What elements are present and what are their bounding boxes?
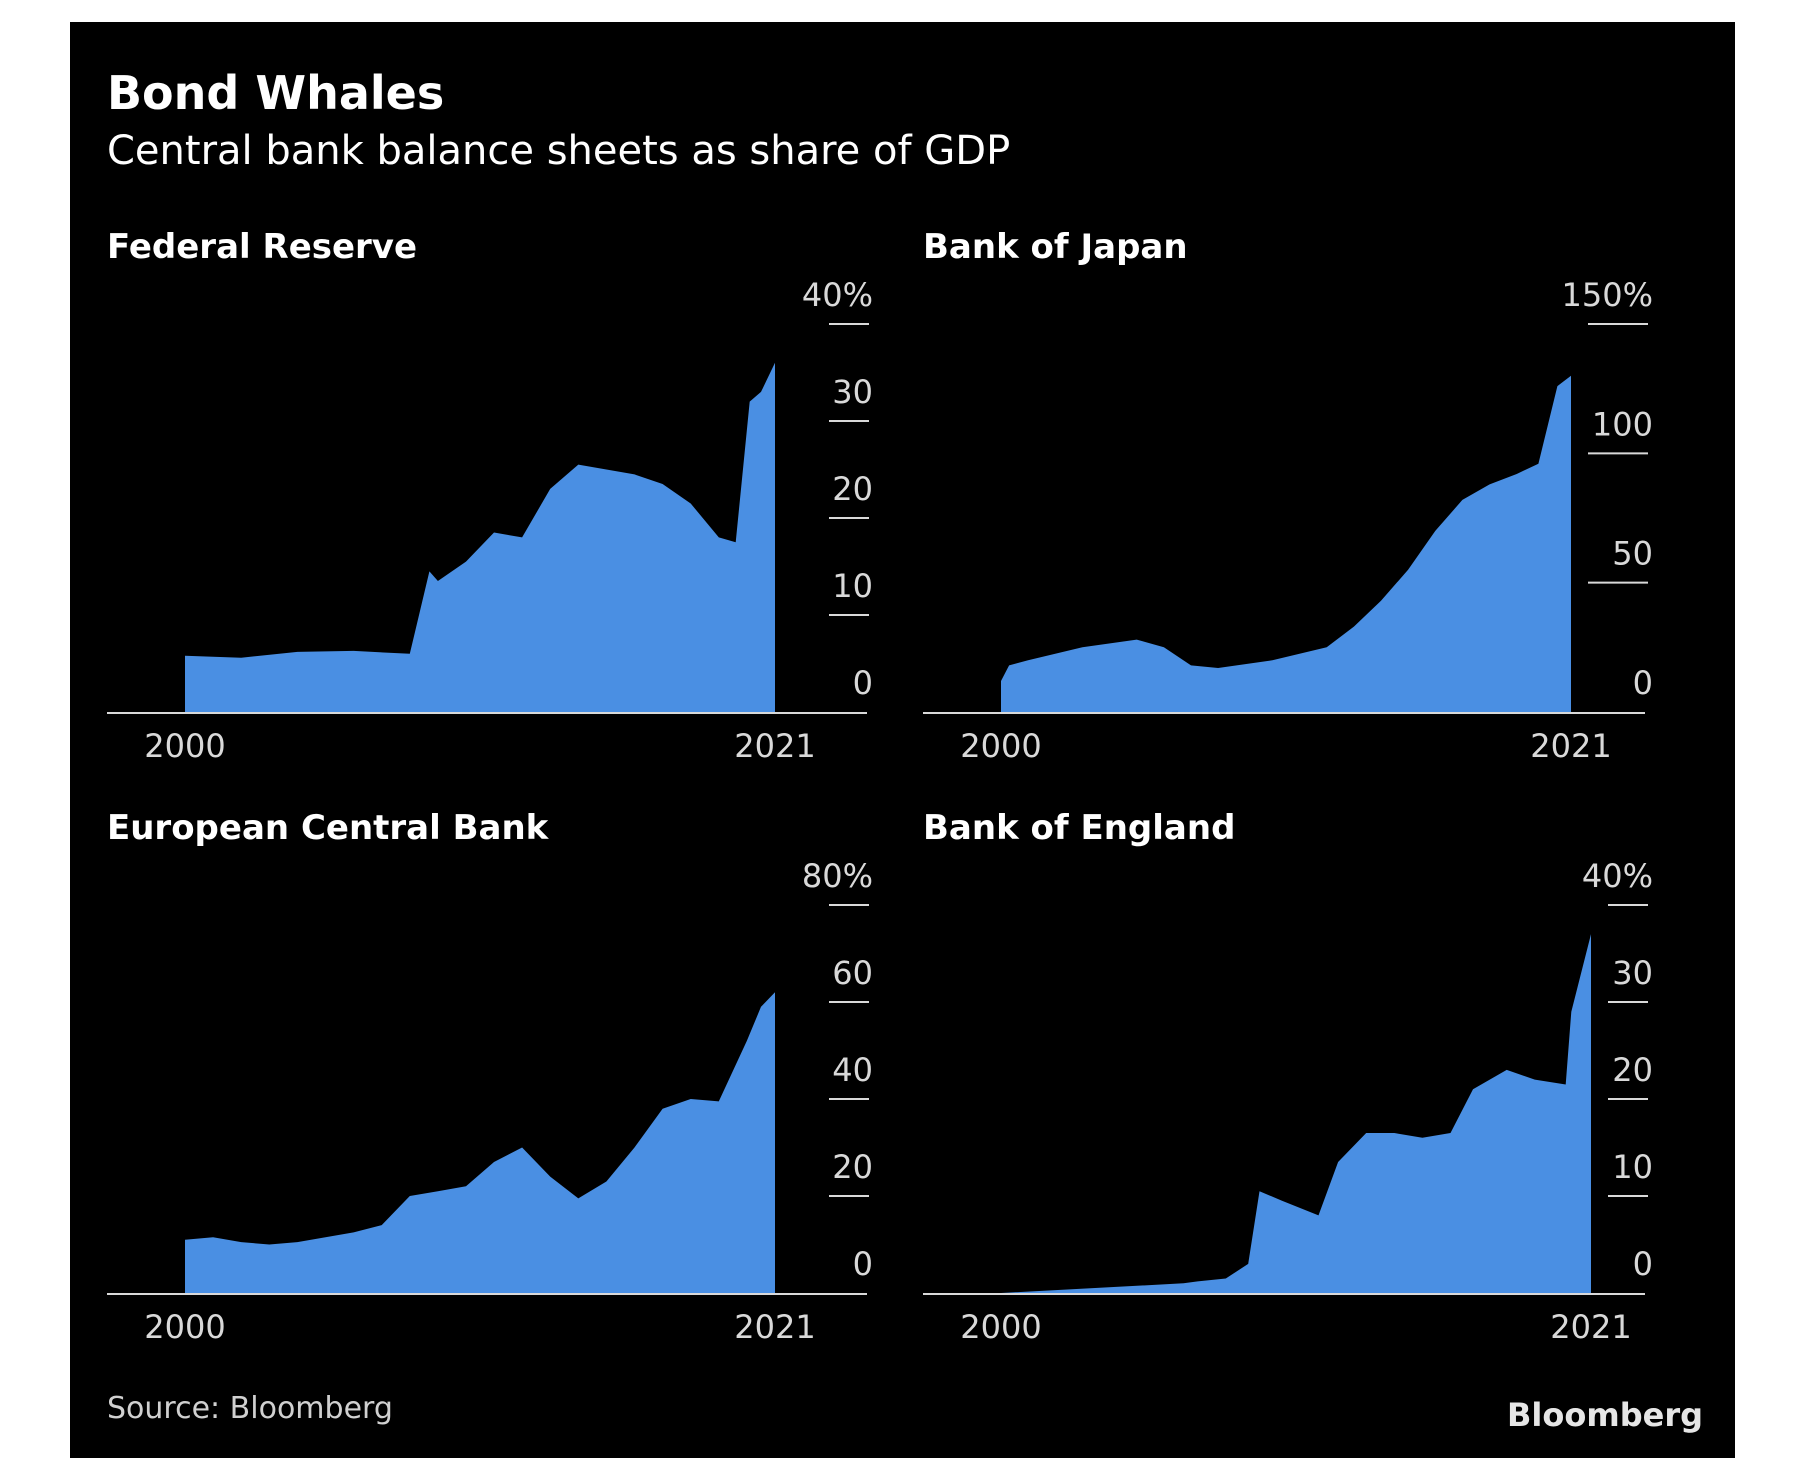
- source-note: Source: Bloomberg: [107, 1391, 393, 1426]
- federal-reserve-x-tick-label: 2021: [734, 727, 815, 765]
- bank-of-england-y-tick-label: 20: [1612, 1051, 1653, 1089]
- european-central-bank-area-series: [185, 992, 775, 1293]
- bank-of-japan-panel: Bank of Japan 0 50 100 150% 2000 2021: [923, 227, 1653, 765]
- bank-of-england-panel: Bank of England 0 10 20 30 40% 2000 2021: [923, 808, 1653, 1346]
- european-central-bank-y-tick-label: 80%: [802, 857, 873, 895]
- bank-of-england-x-tick-label: 2021: [1550, 1308, 1631, 1346]
- european-central-bank-y-tick-label: 0: [853, 1245, 873, 1283]
- chart-frame: Bond Whales Central bank balance sheets …: [70, 22, 1735, 1458]
- federal-reserve-panel: Federal Reserve 0 10 20 30 40% 2000 2021: [107, 227, 873, 765]
- european-central-bank-y-tick-label: 20: [832, 1148, 873, 1186]
- bank-of-japan-y-tick-label: 50: [1612, 535, 1653, 573]
- bank-of-england-y-tick-label: 0: [1633, 1245, 1653, 1283]
- european-central-bank-y-tick-label: 40: [832, 1051, 873, 1089]
- federal-reserve-area-series: [185, 362, 775, 712]
- bank-of-england-area-series: [1001, 934, 1591, 1293]
- european-central-bank-panel: European Central Bank 0 20 40 60 80% 2000 2021: [107, 808, 873, 1346]
- bank-of-japan-area-series: [1001, 375, 1571, 712]
- federal-reserve-x-tick-label: 2000: [144, 727, 225, 765]
- chart-subtitle: Central bank balance sheets as share of …: [107, 128, 1010, 174]
- federal-reserve-y-tick-label: 30: [832, 373, 873, 411]
- bank-of-england-y-tick-label: 40%: [1582, 857, 1653, 895]
- bloomberg-logo: Bloomberg: [1507, 1396, 1703, 1434]
- bank-of-japan-y-tick-label: 150%: [1562, 276, 1653, 314]
- federal-reserve-y-tick-label: 40%: [802, 276, 873, 314]
- chart-canvas: Bond Whales Central bank balance sheets …: [107, 66, 1703, 1434]
- federal-reserve-title: Federal Reserve: [107, 227, 417, 267]
- bank-of-japan-x-tick-label: 2000: [960, 727, 1041, 765]
- federal-reserve-y-tick-label: 10: [832, 567, 873, 605]
- bank-of-england-y-tick-label: 30: [1612, 954, 1653, 992]
- european-central-bank-x-tick-label: 2000: [144, 1308, 225, 1346]
- bank-of-england-y-tick-label: 10: [1612, 1148, 1653, 1186]
- european-central-bank-x-tick-label: 2021: [734, 1308, 815, 1346]
- bank-of-england-x-tick-label: 2000: [960, 1308, 1041, 1346]
- bank-of-england-title: Bank of England: [923, 808, 1235, 848]
- bank-of-japan-y-tick-label: 0: [1633, 664, 1653, 702]
- chart-title: Bond Whales: [107, 66, 444, 120]
- bank-of-japan-x-tick-label: 2021: [1530, 727, 1611, 765]
- federal-reserve-y-tick-label: 20: [832, 470, 873, 508]
- federal-reserve-y-tick-label: 0: [853, 664, 873, 702]
- bank-of-japan-title: Bank of Japan: [923, 227, 1188, 267]
- european-central-bank-title: European Central Bank: [107, 808, 550, 848]
- european-central-bank-y-tick-label: 60: [832, 954, 873, 992]
- bank-of-japan-y-tick-label: 100: [1592, 405, 1653, 443]
